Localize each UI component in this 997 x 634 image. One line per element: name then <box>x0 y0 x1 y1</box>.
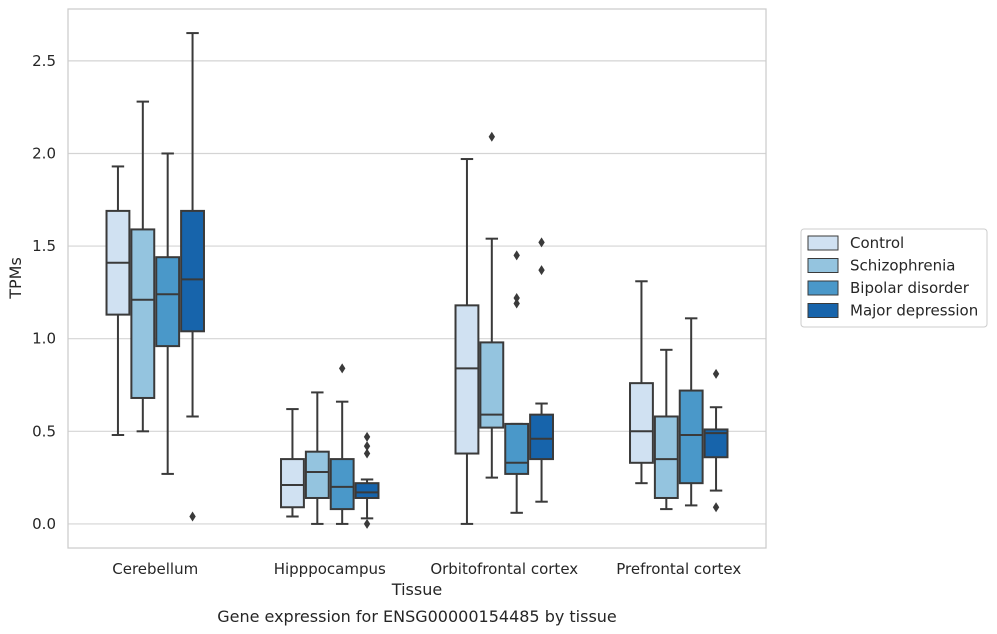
outlier-point <box>538 265 545 276</box>
box-2-3 <box>529 237 554 503</box>
box-2-0 <box>454 158 480 525</box>
box-1-1 <box>304 391 330 525</box>
box-iqr <box>479 341 505 429</box>
y-tick-label: 2.0 <box>32 144 56 162</box>
box-2-1 <box>479 131 505 479</box>
box-iqr <box>454 304 480 455</box>
box-plots <box>105 32 729 529</box>
box-0-3 <box>180 32 205 522</box>
box-iqr <box>130 228 156 399</box>
box-0-0 <box>105 165 131 437</box>
box-iqr <box>155 256 181 348</box>
y-tick-label: 2.5 <box>32 52 56 70</box>
y-axis-title: TPMs <box>6 257 25 300</box>
x-tick-label: Cerebellum <box>112 560 198 578</box>
box-3-3 <box>703 368 729 513</box>
outlier-point <box>488 131 496 142</box>
y-axis-ticks: 0.0 0.5 1.0 1.5 2.0 2.5 <box>32 52 56 533</box>
box-iqr <box>629 382 654 464</box>
outlier-point <box>712 502 720 513</box>
x-axis-ticks: Cerebellum Hipppocampus Orbitofrontal cort… <box>112 560 741 578</box>
box-1-2 <box>329 363 355 525</box>
outlier-point <box>363 441 371 452</box>
outlier-point <box>513 250 520 261</box>
outlier-point <box>363 448 371 459</box>
x-tick-label: Hipppocampus <box>274 560 386 578</box>
y-tick-label: 0.5 <box>32 422 56 440</box>
box-0-1 <box>130 100 156 433</box>
box-iqr <box>504 422 530 475</box>
legend-swatch <box>807 303 839 318</box>
box-3-2 <box>678 317 704 507</box>
plot-frame <box>67 8 767 549</box>
box-iqr <box>180 209 205 333</box>
legend-swatch <box>807 280 839 296</box>
box-0-2 <box>155 152 181 475</box>
box-3-0 <box>629 280 654 485</box>
y-tick-label: 1.0 <box>32 330 56 348</box>
box-iqr <box>280 458 305 509</box>
legend-swatch <box>807 235 839 251</box>
y-tick-label: 0.0 <box>32 515 56 533</box>
x-tick-label: Orbitofrontal cortex <box>430 560 578 578</box>
box-iqr <box>529 413 554 461</box>
outlier-point <box>712 368 720 379</box>
legend: Control Schizophrenia Bipolar disorder Majo… <box>800 228 988 328</box>
outlier-point <box>538 237 545 248</box>
legend-frame <box>800 228 988 328</box>
x-tick-label: Prefrontal cortex <box>616 560 741 578</box>
outlier-point <box>338 363 346 374</box>
chart-caption: Gene expression for ENSG00000154485 by t… <box>217 607 617 626</box>
legend-swatch <box>807 258 839 273</box>
legend-label: Control <box>850 234 904 252</box>
box-iqr <box>678 389 704 485</box>
box-iqr <box>703 428 729 459</box>
legend-label: Bipolar disorder <box>850 279 970 297</box>
legend-label: Major depression <box>850 302 978 320</box>
box-iqr <box>329 458 355 511</box>
outlier-point <box>189 511 196 522</box>
box-3-1 <box>653 348 679 511</box>
box-iqr <box>653 415 679 499</box>
outlier-point <box>363 518 371 529</box>
box-1-3 <box>354 431 380 529</box>
outlier-point <box>513 292 520 303</box>
outlier-point <box>363 431 371 442</box>
box-iqr <box>304 450 330 499</box>
box-2-2 <box>504 250 530 514</box>
box-iqr <box>354 482 380 499</box>
legend-label: Schizophrenia <box>850 257 955 275</box>
x-axis-title: Tissue <box>391 580 442 599</box>
y-tick-label: 1.5 <box>32 237 56 255</box>
box-1-0 <box>280 408 305 518</box>
outlier-point <box>513 298 520 309</box>
